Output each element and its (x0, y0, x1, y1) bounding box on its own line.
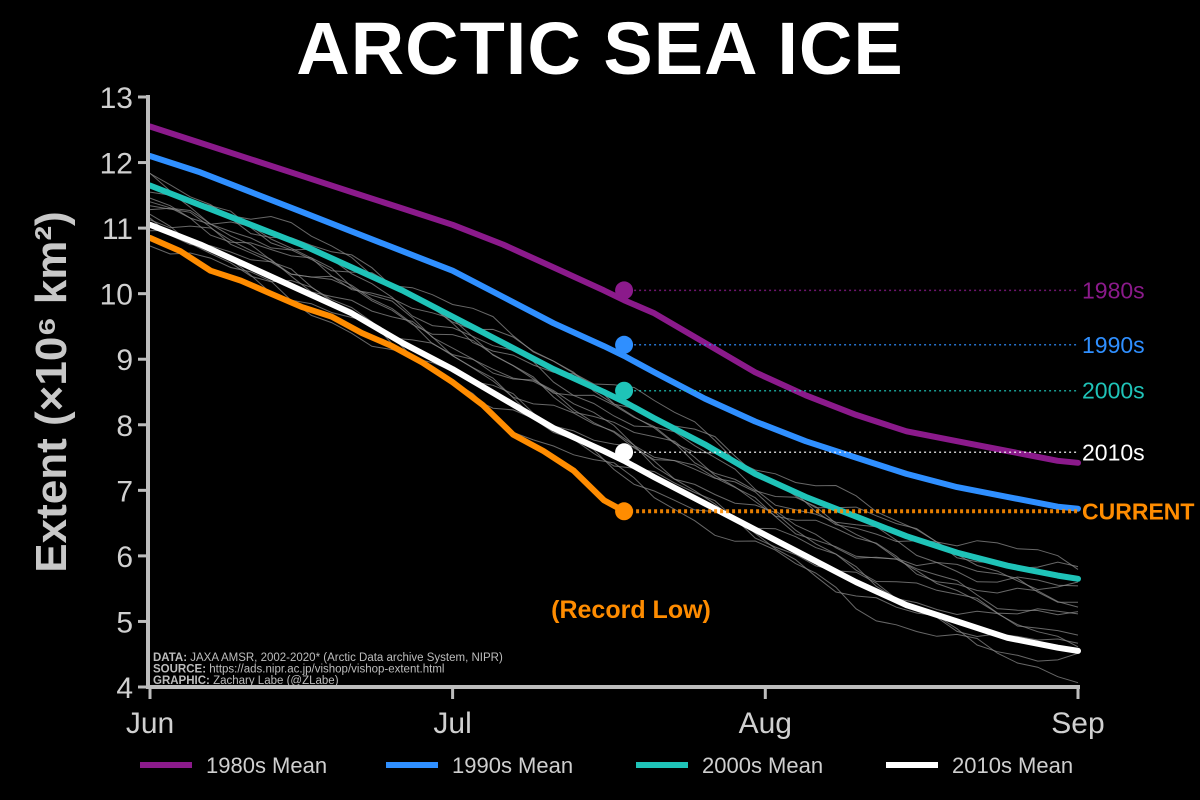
year-line-1 (149, 213, 1079, 644)
y-tick-label-9: 9 (116, 344, 133, 377)
end-label-1990s: 1990s (1082, 332, 1145, 358)
series-line-current (147, 234, 628, 515)
axes-layer: 4 5 6 7 8 9 10 11 12 13 Jun Jul Aug Sep Extent (×10⁶ k… (27, 82, 1105, 740)
year-line-7 (149, 191, 1079, 591)
year-line-11 (149, 207, 1079, 616)
decadal-means-layer (147, 123, 1081, 654)
series-line-2000s (147, 182, 1081, 582)
credit-line-0: DATA: JAXA AMSR, 2002-2020* (Arctic Data… (153, 652, 503, 664)
y-tick-label-13: 13 (100, 82, 133, 115)
year-line-5 (149, 197, 1079, 608)
x-tick-label-jul: Jul (433, 707, 471, 740)
marker-1990s (615, 335, 634, 354)
chart-title: ARCTIC SEA ICE (296, 7, 904, 90)
marker-2010s (615, 443, 634, 462)
year-line-0 (149, 229, 1079, 662)
legend-label-2000s: 2000s Mean (702, 753, 823, 778)
y-tick-label-7: 7 (116, 475, 133, 508)
credit-line-2: GRAPHIC: Zachary Labe (@ZLabe) (153, 675, 339, 687)
year-line-9 (149, 172, 1079, 570)
legend-label-1990s: 1990s Mean (452, 753, 573, 778)
legend-label-1980s: 1980s Mean (206, 753, 327, 778)
x-tick-label-aug: Aug (739, 707, 792, 740)
legend-label-2010s: 2010s Mean (952, 753, 1073, 778)
series-line-1990s (147, 153, 1081, 512)
legend: 1980s Mean 1990s Mean 2000s Mean 2010s Mean (140, 753, 1073, 778)
end-label-1980s: 1980s (1082, 277, 1145, 303)
y-tick-label-5: 5 (116, 606, 133, 639)
year-line-12 (149, 186, 1079, 587)
end-label-2000s: 2000s (1082, 378, 1145, 404)
y-tick-label-6: 6 (116, 541, 133, 574)
marker-2000s (615, 381, 634, 400)
marker-current (615, 502, 634, 521)
x-tick-label-sep: Sep (1051, 707, 1104, 740)
y-tick-label-11: 11 (102, 213, 133, 246)
year-line-4 (149, 205, 1079, 615)
x-tick-label-jun: Jun (126, 707, 174, 740)
year-line-2 (149, 217, 1079, 648)
year-line-6 (149, 201, 1079, 603)
marker-1980s (615, 281, 634, 300)
year-line-3 (149, 219, 1079, 636)
series-line-1980s (147, 123, 1081, 466)
labels-layer: 1980s 1990s 2000s 2010s CURRENT (Record Low) D… (153, 277, 1194, 687)
end-label-current: CURRENT (1082, 498, 1194, 524)
y-tick-label-12: 12 (100, 148, 133, 181)
y-tick-label-10: 10 (100, 279, 133, 312)
y-tick-label-4: 4 (116, 672, 133, 705)
end-label-2010s: 2010s (1082, 439, 1145, 465)
y-tick-label-8: 8 (116, 410, 133, 443)
credit-line-1: SOURCE: https://ads.nipr.ac.jp/vishop/vi… (153, 664, 444, 676)
y-axis-label: Extent (×10⁶ km²) (27, 211, 76, 572)
record-low-annotation: (Record Low) (551, 596, 711, 624)
